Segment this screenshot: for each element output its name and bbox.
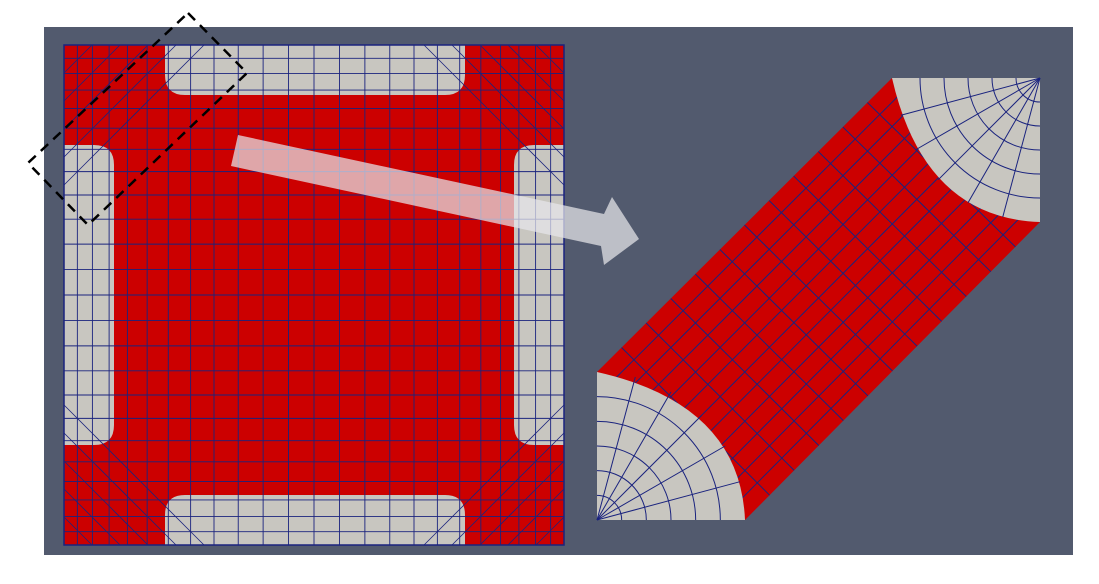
bottom-cap-mesh-lines [596,376,741,521]
dashed-selection-marker [26,11,249,227]
mesh-line-corner [535,516,565,546]
top-fillet-pad [165,45,465,95]
sweep-long-line [633,113,930,410]
left-view-border [63,44,565,546]
mesh-line-corner [507,44,565,102]
top-cap-radial [967,77,1041,203]
bottom-cap-radial [596,376,636,521]
top-end-cap [892,78,1040,222]
sweep-long-line [645,125,942,422]
sweep-long-line [621,101,918,398]
mesh-line-corner [63,516,93,546]
sweep-long-line [608,89,905,385]
mesh-line-corner [451,44,565,158]
sweep-long-line [682,161,979,459]
sweep-long-line [695,173,992,472]
top-cap-radial [937,77,1041,181]
sweep-mesh-lines [608,89,1029,509]
bottom-cap-radial [596,445,726,521]
mesh-line-corner [479,44,565,130]
mesh-line-corner [63,44,93,74]
mesh-line-corner [451,432,565,546]
mesh-line-corner [423,404,565,546]
top-cap-radial [900,77,1041,116]
sweep-long-line [707,185,1004,484]
top-cap-radial [1002,77,1041,218]
mesh-line-corner [63,44,177,158]
sweep-long-line [658,137,955,435]
mesh-line-corner [423,44,565,186]
mesh-line-corner [63,432,177,546]
mesh-line-corner [535,44,565,74]
right-mesh-view [596,77,1041,521]
mesh-line-corner [63,460,149,546]
bottom-cap-radial [596,481,741,521]
mesh-line-corner [507,488,565,546]
mesh-line-corner [63,44,205,186]
bottom-cap-radial [596,391,672,521]
transform-arrow [231,135,639,265]
sweep-long-line [670,149,967,447]
sweep-long-line [732,209,1029,509]
left-mesh-view [63,44,565,546]
bottom-cap-radial [596,414,703,521]
top-cap-mesh-lines [900,77,1041,218]
top-cap-radial [915,77,1041,151]
mesh-line-corner [63,488,121,546]
mesh-line-corner [63,404,205,546]
mesh-line-corner [479,460,565,546]
mesh-line-corner [63,44,121,102]
sweep-long-line [719,197,1016,496]
bottom-fillet-pad [165,495,465,545]
